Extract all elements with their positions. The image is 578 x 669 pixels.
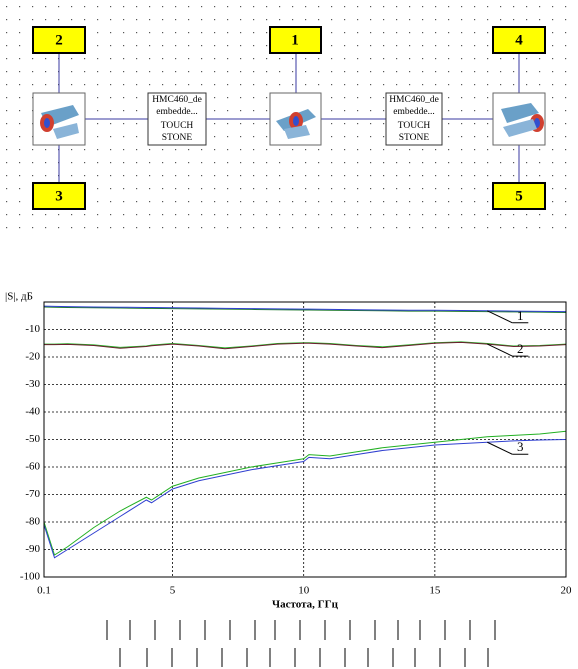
- series-line: [43, 439, 567, 559]
- port-label: 2: [55, 32, 63, 48]
- port-label: 5: [515, 188, 523, 204]
- plot-frame: [43, 301, 567, 578]
- components: [32, 92, 546, 146]
- port: 3: [32, 182, 86, 210]
- block-text: TOUCH: [161, 121, 194, 131]
- block-text: embedde...: [156, 107, 197, 117]
- annotation-leader: [487, 441, 513, 455]
- series-line: [43, 430, 567, 556]
- port-label: 3: [55, 188, 63, 204]
- port: 4: [492, 26, 546, 54]
- annotation: 2: [517, 341, 524, 356]
- port: 1: [269, 26, 322, 54]
- y-tick-label: -30: [25, 378, 40, 390]
- x-axis-label: Частота, ГГц: [272, 599, 339, 611]
- block-text: STONE: [162, 133, 193, 143]
- block-text: HMC460_de: [389, 95, 439, 105]
- decorative-ticks: [106, 620, 496, 667]
- series-line: [43, 305, 567, 313]
- y-axis-label: |S|, дБ: [5, 291, 33, 303]
- block-text: TOUCH: [398, 121, 431, 131]
- y-tick-label: -70: [25, 488, 40, 500]
- x-tick-label: 15: [429, 585, 441, 597]
- series-line: [44, 341, 567, 349]
- y-tick-label: -20: [25, 351, 40, 363]
- wires: [58, 53, 520, 183]
- chart: |S|, дБ Частота, ГГц -100 -90 -80 -70 -60 -50…: [5, 291, 572, 611]
- annotation: 1: [517, 308, 524, 323]
- x-tick-label: 10: [298, 585, 310, 597]
- x-tick-label: 0.1: [37, 585, 51, 597]
- schematic: 2 1 4 3 5 HMC460_de embedde... TOUCH STO…: [0, 0, 578, 240]
- port: 2: [32, 26, 86, 54]
- port-label: 1: [291, 32, 299, 48]
- y-tick-label: -90: [25, 543, 40, 555]
- block-text: HMC460_de: [152, 95, 202, 105]
- y-tick-label: -10: [25, 323, 40, 335]
- x-tick-label: 5: [170, 585, 176, 597]
- port: 5: [492, 182, 546, 210]
- y-tick-label: -80: [25, 516, 40, 528]
- annotation-leader: [487, 343, 513, 357]
- y-tick-label: -50: [25, 433, 40, 445]
- y-tick-label: -100: [20, 571, 41, 583]
- touchstone-block: HMC460_de embedde... TOUCH STONE: [147, 92, 207, 146]
- x-tick-label: 20: [561, 585, 573, 597]
- annotation: 3: [517, 439, 524, 454]
- touchstone-block: HMC460_de embedde... TOUCH STONE: [385, 92, 443, 146]
- port-label: 4: [515, 32, 523, 48]
- y-tick-label: -40: [25, 406, 40, 418]
- series-line: [44, 341, 567, 350]
- series-line: [43, 306, 567, 313]
- block-text: STONE: [399, 133, 430, 143]
- y-tick-label: -60: [25, 461, 40, 473]
- annotation-leader: [487, 310, 513, 324]
- block-text: embedde...: [393, 107, 434, 117]
